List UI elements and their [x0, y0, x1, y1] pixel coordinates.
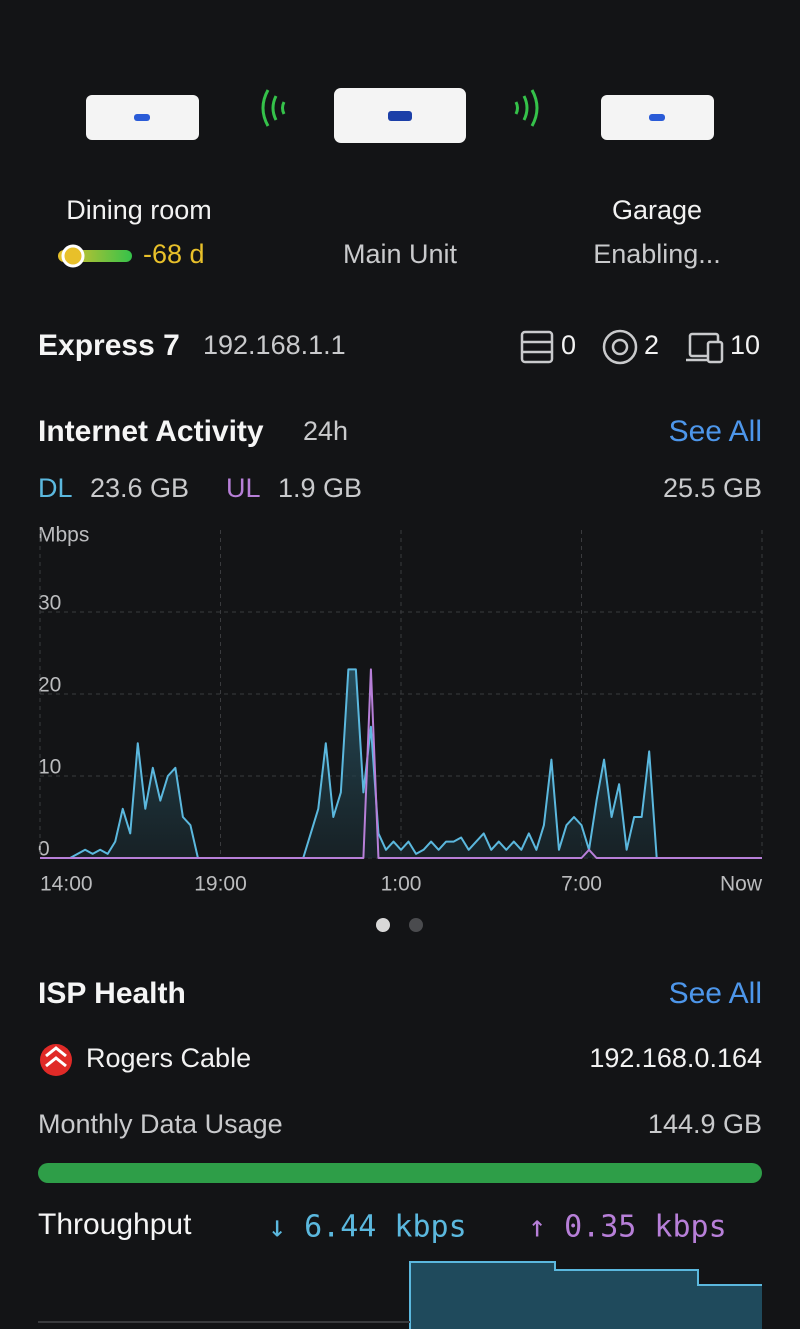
usage-value: 144.9 GB [648, 1109, 762, 1139]
usage-bar [38, 1163, 762, 1183]
y-axis-label: Mbps [38, 524, 89, 547]
x-tick-label: 14:00 [40, 873, 93, 896]
switch-count: 0 [561, 330, 576, 360]
period: 24h [303, 416, 348, 446]
ul-total: 1.9 GB [278, 473, 362, 503]
x-tick-label: 7:00 [561, 873, 602, 896]
y-tick-label: 10 [38, 756, 61, 779]
device-status: Enabling... [593, 239, 721, 269]
isp-name: Rogers Cable [86, 1043, 251, 1073]
see-all[interactable]: See All [669, 415, 762, 448]
line [40, 668, 762, 859]
ap-count: 2 [644, 330, 659, 360]
x-tick-label: Now [720, 873, 763, 896]
device-label[interactable]: Garage [612, 195, 702, 225]
y-tick-label: 20 [38, 674, 61, 697]
signal-value: -68 d [143, 239, 205, 269]
x-tick-label: 1:00 [381, 873, 422, 896]
ul-label: UL [226, 473, 261, 503]
section-title: ISP Health [38, 977, 186, 1010]
gateway-ip: 192.168.1.1 [203, 330, 346, 360]
isp-logo [40, 1044, 72, 1076]
client-count: 10 [730, 330, 760, 360]
throughput-sparkline [38, 1261, 762, 1329]
throughput-label: Throughput [38, 1208, 192, 1241]
y-tick-label: 30 [38, 592, 61, 615]
throughput-down: ↓ 6.44 kbps [268, 1210, 467, 1245]
page-dot[interactable] [376, 918, 390, 932]
x-tick-label: 19:00 [194, 873, 247, 896]
usage-label: Monthly Data Usage [38, 1109, 283, 1139]
signal-dot [61, 244, 85, 268]
throughput-up: ↑ 0.35 kbps [528, 1210, 727, 1245]
line [40, 668, 762, 859]
y-tick-label: 0 [38, 838, 50, 861]
see-all[interactable]: See All [669, 977, 762, 1010]
count-icons [520, 329, 724, 365]
device-images [86, 88, 714, 143]
page-dot[interactable] [409, 918, 423, 932]
isp-ip: 192.168.0.164 [589, 1043, 762, 1073]
device-label[interactable]: Dining room [66, 195, 212, 225]
dl-label: DL [38, 473, 73, 503]
section-title: Internet Activity [38, 415, 264, 448]
gateway-name: Express 7 [38, 329, 180, 362]
device-label[interactable]: Main Unit [343, 239, 458, 269]
chart: 0 10 20 30 14:00 19:00 1:00 7:00 Now [38, 530, 763, 896]
dl-total: 23.6 GB [90, 473, 189, 503]
total: 25.5 GB [663, 473, 762, 503]
